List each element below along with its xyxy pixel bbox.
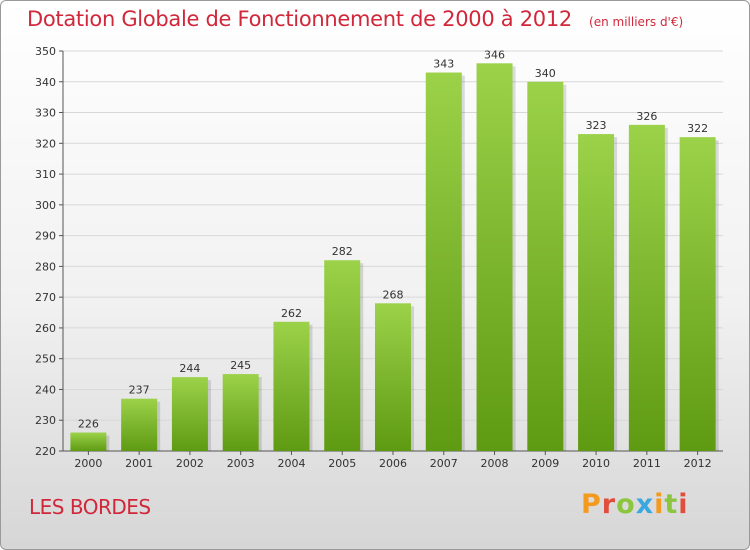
y-tick-label: 240 xyxy=(35,383,56,396)
bar-2005 xyxy=(324,260,361,451)
x-tick-label: 2004 xyxy=(277,457,305,470)
data-label: 343 xyxy=(433,58,454,71)
y-tick-label: 250 xyxy=(35,353,56,366)
chart-title: Dotation Globale de Fonctionnement de 20… xyxy=(27,7,572,31)
data-label: 237 xyxy=(129,384,150,397)
data-label: 226 xyxy=(78,418,99,431)
chart-title-block: Dotation Globale de Fonctionnement de 20… xyxy=(27,7,683,31)
bar-2001 xyxy=(121,398,158,451)
data-label: 322 xyxy=(687,122,708,135)
x-tick-label: 2003 xyxy=(227,457,255,470)
x-tick-label: 2002 xyxy=(176,457,204,470)
bar-2000 xyxy=(70,432,107,451)
bars xyxy=(70,63,719,452)
data-label: 346 xyxy=(484,48,505,61)
x-tick-label: 2011 xyxy=(633,457,661,470)
data-label: 282 xyxy=(332,245,353,258)
y-tick-label: 220 xyxy=(35,445,56,458)
x-axis-ticks: 2000 2001 2002 2003 2004 2005 2006 2007 2008 2009… xyxy=(74,451,712,470)
data-label: 323 xyxy=(586,119,607,132)
bar-2002 xyxy=(171,377,208,451)
bar-2008 xyxy=(476,63,513,452)
data-label: 340 xyxy=(535,67,556,80)
proxiti-logo: Proxiti xyxy=(581,489,689,520)
data-label: 268 xyxy=(383,288,404,301)
bar-2003 xyxy=(222,374,259,451)
x-tick-label: 2007 xyxy=(430,457,458,470)
x-tick-label: 2001 xyxy=(125,457,153,470)
y-tick-label: 280 xyxy=(35,260,56,273)
x-tick-label: 2006 xyxy=(379,457,407,470)
y-tick-label: 330 xyxy=(35,107,56,120)
x-tick-label: 2008 xyxy=(481,457,509,470)
y-tick-label: 300 xyxy=(35,199,56,212)
y-axis-ticks: 220 230 240 250 260 270 280 290 300 310 320 330 340 3… xyxy=(35,45,63,458)
data-label: 245 xyxy=(230,359,251,372)
y-tick-label: 340 xyxy=(35,76,56,89)
y-tick-label: 350 xyxy=(35,45,56,58)
x-tick-label: 2005 xyxy=(328,457,356,470)
bar-2010 xyxy=(578,134,615,452)
y-tick-label: 290 xyxy=(35,230,56,243)
bar-2006 xyxy=(375,303,411,451)
chart-unit: (en milliers d'€) xyxy=(589,15,684,29)
bar-2004 xyxy=(273,321,310,451)
x-tick-label: 2009 xyxy=(531,457,559,470)
bar-2011 xyxy=(628,124,665,451)
y-tick-label: 260 xyxy=(35,322,56,335)
y-tick-label: 270 xyxy=(35,291,56,304)
x-tick-label: 2010 xyxy=(582,457,610,470)
y-tick-label: 230 xyxy=(35,414,56,427)
data-label: 244 xyxy=(179,362,200,375)
bar-2007 xyxy=(425,72,462,452)
y-tick-label: 320 xyxy=(35,137,56,150)
data-label: 326 xyxy=(636,110,657,123)
bar-2012 xyxy=(679,137,716,451)
y-tick-label: 310 xyxy=(35,168,56,181)
commune-name: LES BORDES xyxy=(29,495,151,519)
data-labels: 226 237 244 245 262 282 268 343 346 340 323 326 322 xyxy=(78,48,708,430)
x-tick-label: 2012 xyxy=(684,457,712,470)
bar-2009 xyxy=(527,81,564,452)
data-label: 262 xyxy=(281,307,302,320)
x-tick-label: 2000 xyxy=(74,457,102,470)
